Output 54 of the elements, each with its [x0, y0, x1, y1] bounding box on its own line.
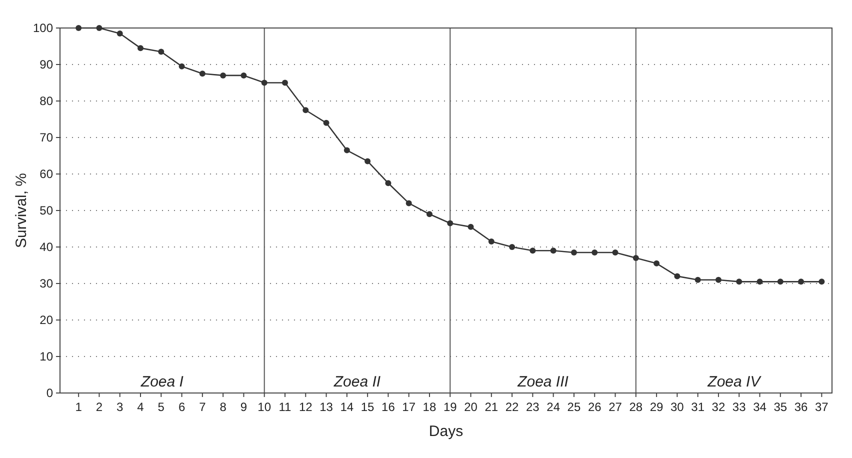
x-tick-label: 31 — [691, 400, 705, 414]
x-tick-label: 32 — [712, 400, 726, 414]
x-tick-label: 25 — [567, 400, 581, 414]
x-tick-label: 28 — [629, 400, 643, 414]
x-tick-label: 5 — [158, 400, 165, 414]
y-tick-label: 70 — [40, 130, 54, 145]
x-tick-label: 36 — [794, 400, 808, 414]
x-tick-label: 10 — [258, 400, 272, 414]
x-tick-label: 18 — [422, 400, 436, 414]
annotation: Zoea III — [516, 373, 568, 390]
x-tick-label: 8 — [220, 400, 227, 414]
x-tick-label: 34 — [753, 400, 767, 414]
x-tick-label: 14 — [340, 400, 354, 414]
x-tick-label: 3 — [116, 400, 124, 414]
x-tick-label: 15 — [360, 400, 375, 414]
y-tick-label: 20 — [40, 313, 54, 328]
y-tick-label: 50 — [40, 204, 54, 218]
x-tick-label: 35 — [774, 400, 788, 414]
annotation: Zoea I — [140, 373, 184, 390]
x-tick-label: 22 — [505, 400, 520, 414]
y-tick-label: 100 — [32, 21, 54, 36]
x-tick-label: 2 — [96, 400, 103, 414]
x-tick-label: 29 — [650, 400, 664, 414]
x-tick-label: 37 — [815, 400, 829, 414]
y-tick-label: 40 — [40, 240, 54, 254]
x-tick-label: 16 — [382, 400, 396, 414]
x-tick-label: 30 — [670, 400, 684, 414]
x-tick-label: 26 — [588, 400, 602, 414]
x-tick-label: 33 — [732, 400, 746, 414]
x-tick-label: 4 — [137, 400, 144, 414]
y-tick-label: 30 — [40, 276, 54, 291]
y-tick-label: 10 — [40, 350, 54, 364]
x-tick-label: 24 — [546, 400, 560, 414]
x-tick-label: 11 — [278, 400, 292, 414]
x-tick-label: 7 — [199, 400, 206, 414]
x-tick-label: 21 — [484, 400, 498, 414]
annotation: Zoea IV — [706, 373, 762, 390]
x-tick-label: 17 — [402, 400, 416, 414]
x-tick-label: 20 — [464, 400, 478, 414]
annotation: Zoea II — [332, 373, 381, 390]
y-tick-label: 90 — [40, 58, 54, 72]
x-tick-label: 9 — [240, 400, 248, 414]
x-tick-label: 1 — [75, 400, 82, 414]
x-tick-label: 12 — [298, 400, 313, 414]
y-tick-label: 60 — [40, 167, 54, 182]
y-tick-label: 80 — [40, 94, 54, 108]
x-tick-label: 13 — [320, 400, 334, 414]
x-tick-label: 19 — [443, 400, 458, 414]
x-tick-label: 6 — [178, 400, 186, 414]
y-tick-label: 0 — [46, 386, 54, 400]
x-tick-label: 27 — [608, 400, 622, 414]
x-axis-title: Days — [428, 423, 464, 440]
y-axis-title: Survival, % — [13, 172, 30, 248]
x-tick-label: 23 — [526, 400, 540, 414]
